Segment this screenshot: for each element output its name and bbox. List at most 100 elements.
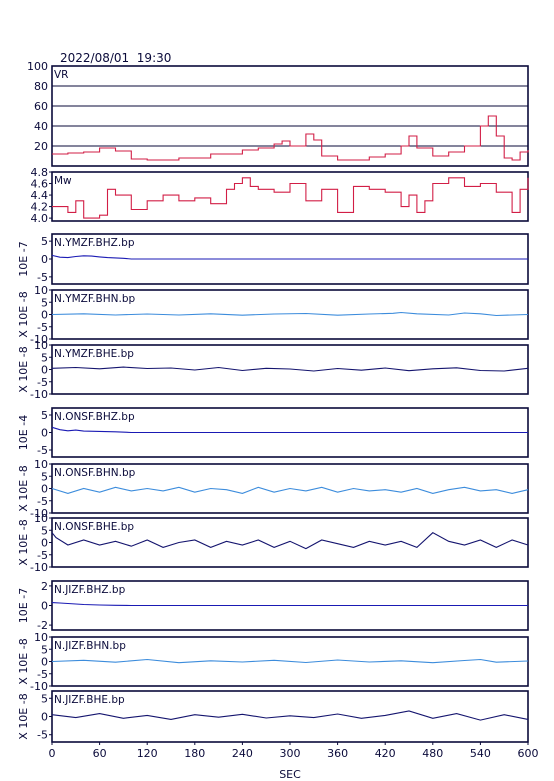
mw-panel: 4.84.64.44.24.0 Mw bbox=[31, 166, 529, 225]
y-tick-label: -5 bbox=[37, 668, 48, 681]
x-tick-label: 240 bbox=[232, 747, 253, 760]
y-tick-label: 10 bbox=[34, 631, 48, 644]
y-tick-label: -5 bbox=[37, 549, 48, 562]
panel-label: N.YMZF.BHZ.bp bbox=[54, 237, 135, 249]
y-tick-label: 0 bbox=[41, 711, 48, 724]
bhe-series-line bbox=[51, 366, 529, 372]
y-tick-label: -5 bbox=[37, 321, 48, 334]
y-tick-label: 5 bbox=[41, 409, 48, 422]
panel-label: N.ONSF.BHE.bp bbox=[54, 521, 134, 533]
y-tick-label: -10 bbox=[30, 388, 48, 401]
bhn-series-line bbox=[51, 658, 529, 664]
y-tick-label: 5 bbox=[41, 524, 48, 537]
x-tick-label: 60 bbox=[93, 747, 107, 760]
y-tick-label: 0 bbox=[41, 483, 48, 496]
panel-frame bbox=[51, 171, 529, 222]
y-tick-label: 20 bbox=[34, 140, 48, 153]
x-axis: 0 60 120 180 240 300 360 420 480 540 600 bbox=[49, 742, 539, 760]
y-tick-label: -10 bbox=[30, 507, 48, 520]
y-tick-label: 0 bbox=[41, 600, 48, 613]
trace-panel-n-ymzf-bhz-bp: 5 0 -5 10E -7 N.YMZF.BHZ.bp bbox=[17, 233, 529, 285]
panel-label: N.JIZF.BHE.bp bbox=[54, 694, 125, 706]
scale-label: X 10E -8 bbox=[17, 693, 30, 739]
y-tick-label: 5 bbox=[41, 351, 48, 364]
y-tick-label: 5 bbox=[41, 235, 48, 248]
y-tick-label: 40 bbox=[34, 120, 48, 133]
bhn-series-line bbox=[51, 486, 529, 494]
scale-label: 10E -7 bbox=[17, 241, 30, 276]
panel-label: N.JIZF.BHN.bp bbox=[54, 640, 126, 652]
y-tick-label: 5 bbox=[41, 470, 48, 483]
y-tick-label: 4.2 bbox=[31, 201, 49, 214]
y-tick-label: 5 bbox=[41, 643, 48, 656]
panel-label: N.ONSF.BHN.bp bbox=[54, 467, 136, 479]
y-tick-label: -5 bbox=[37, 444, 48, 457]
y-tick-label: 4.8 bbox=[31, 166, 49, 179]
y-tick-label: 0 bbox=[41, 253, 48, 266]
panel-label: N.ONSF.BHZ.bp bbox=[54, 411, 135, 423]
bhz-series-line bbox=[51, 426, 528, 434]
trace-panel-n-jizf-bhz-bp: 2 0 -2 10E -7 N.JIZF.BHZ.bp bbox=[17, 580, 529, 632]
y-tick-label: 80 bbox=[34, 80, 48, 93]
mw-series-line bbox=[52, 177, 529, 219]
x-tick-label: 300 bbox=[280, 747, 301, 760]
scale-label: X 10E -8 bbox=[17, 465, 30, 511]
vr-panel: 100 80 60 40 20 VR bbox=[27, 60, 529, 167]
panel-label: VR bbox=[54, 69, 68, 81]
y-tick-label: -10 bbox=[30, 333, 48, 346]
x-tick-label: 0 bbox=[49, 747, 56, 760]
y-tick-label: -10 bbox=[30, 680, 48, 693]
scale-label: X 10E -8 bbox=[17, 519, 30, 565]
y-tick-label: -5 bbox=[37, 376, 48, 389]
y-tick-label: -5 bbox=[37, 271, 48, 284]
trace-panel-n-jizf-bhe-bp: 5 0 -5 X 10E -8 N.JIZF.BHE.bp bbox=[17, 690, 529, 743]
y-tick-label: 2 bbox=[41, 580, 48, 593]
y-tick-label: 10 bbox=[34, 339, 48, 352]
y-tick-label: 4.0 bbox=[31, 212, 49, 225]
y-tick-label: 5 bbox=[41, 692, 48, 705]
y-tick-label: -5 bbox=[37, 729, 48, 742]
bhz-series-line bbox=[51, 602, 528, 607]
y-tick-label: 0 bbox=[41, 309, 48, 322]
x-tick-label: 600 bbox=[518, 747, 539, 760]
x-tick-label: 120 bbox=[137, 747, 158, 760]
y-tick-label: 100 bbox=[27, 60, 48, 73]
bhe-series-line bbox=[51, 710, 529, 721]
y-tick-label: 5 bbox=[41, 296, 48, 309]
y-tick-label: 4.4 bbox=[31, 189, 49, 202]
y-tick-label: 10 bbox=[34, 512, 48, 525]
scale-label: 10E -4 bbox=[17, 415, 30, 450]
bhn-series-line bbox=[51, 311, 529, 317]
scale-label: 10E -7 bbox=[17, 588, 30, 623]
x-tick-label: 540 bbox=[470, 747, 491, 760]
x-tick-label: 360 bbox=[327, 747, 348, 760]
y-tick-label: 4.6 bbox=[31, 178, 49, 191]
bhz-series-line bbox=[51, 254, 528, 260]
scale-label: X 10E -8 bbox=[17, 638, 30, 684]
x-axis-label: SEC bbox=[279, 768, 301, 781]
panel-label: N.JIZF.BHZ.bp bbox=[54, 584, 126, 596]
y-tick-label: 0 bbox=[41, 537, 48, 550]
panel-label: N.YMZF.BHE.bp bbox=[54, 348, 134, 360]
figure-datetime: 2022/08/01 19:30 bbox=[60, 51, 171, 65]
y-tick-label: 0 bbox=[41, 364, 48, 377]
panel-label: Mw bbox=[54, 175, 72, 187]
y-tick-label: 10 bbox=[34, 458, 48, 471]
y-tick-label: -5 bbox=[37, 495, 48, 508]
x-tick-label: 420 bbox=[375, 747, 396, 760]
y-tick-label: 0 bbox=[41, 656, 48, 669]
y-tick-label: -2 bbox=[37, 619, 48, 632]
x-tick-label: 180 bbox=[184, 747, 205, 760]
bhe-series-line bbox=[51, 532, 529, 550]
y-tick-label: 60 bbox=[34, 100, 48, 113]
scale-label: X 10E -8 bbox=[17, 291, 30, 337]
scale-label: X 10E -8 bbox=[17, 346, 30, 392]
trace-panel-n-onsf-bhz-bp: 5 0 -5 10E -4 N.ONSF.BHZ.bp bbox=[17, 407, 529, 458]
